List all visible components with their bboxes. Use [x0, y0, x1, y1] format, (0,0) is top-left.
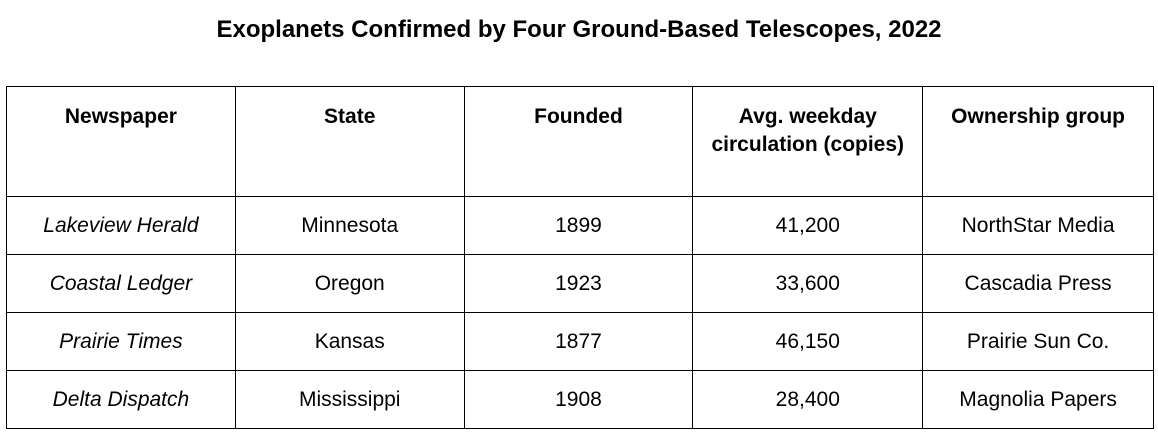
column-header: Avg. weekday circulation (copies)	[692, 86, 924, 197]
table-cell: 41,200	[692, 196, 924, 255]
table-cell: 1923	[463, 254, 694, 313]
table-cell: Coastal Ledger	[6, 254, 236, 313]
table-row: Prairie Times Kansas 1877 46,150 Prairie Sun…	[6, 312, 1154, 371]
table-cell: Prairie Sun Co.	[922, 312, 1154, 371]
table-cell: 1908	[463, 370, 694, 429]
table-cell: 1899	[463, 196, 694, 255]
table-cell: Mississippi	[234, 370, 465, 429]
table-row: Delta Dispatch Mississippi 1908 28,400 Magno…	[6, 370, 1154, 429]
column-header: Newspaper	[6, 86, 236, 197]
table-cell: NorthStar Media	[922, 196, 1154, 255]
table-row: Lakeview Herald Minnesota 1899 41,200 NorthS…	[6, 196, 1154, 255]
table-cell: Delta Dispatch	[6, 370, 236, 429]
table-cell: Minnesota	[234, 196, 465, 255]
header-row: Newspaper State Founded Avg. weekday circul…	[6, 86, 1154, 197]
table-cell: Oregon	[234, 254, 465, 313]
table-cell: Prairie Times	[6, 312, 236, 371]
table-cell: Magnolia Papers	[922, 370, 1154, 429]
table-cell: 1877	[463, 312, 694, 371]
column-header: Ownership group	[922, 86, 1154, 197]
table-row: Coastal Ledger Oregon 1923 33,600 Cascadia P…	[6, 254, 1154, 313]
table-cell: 33,600	[692, 254, 924, 313]
title: Exoplanets Confirmed by Four Ground-Base…	[216, 16, 942, 43]
column-header: State	[234, 86, 465, 197]
table: Newspaper State Founded Avg. weekday circul…	[6, 86, 1154, 429]
table-body: Lakeview Herald Minnesota 1899 41,200 NorthS…	[6, 196, 1154, 429]
column-header: Founded	[463, 86, 694, 197]
table-cell: 28,400	[692, 370, 924, 429]
table-cell: 46,150	[692, 312, 924, 371]
table-cell: Kansas	[234, 312, 465, 371]
table-cell: Cascadia Press	[922, 254, 1154, 313]
table-cell: Lakeview Herald	[6, 196, 236, 255]
